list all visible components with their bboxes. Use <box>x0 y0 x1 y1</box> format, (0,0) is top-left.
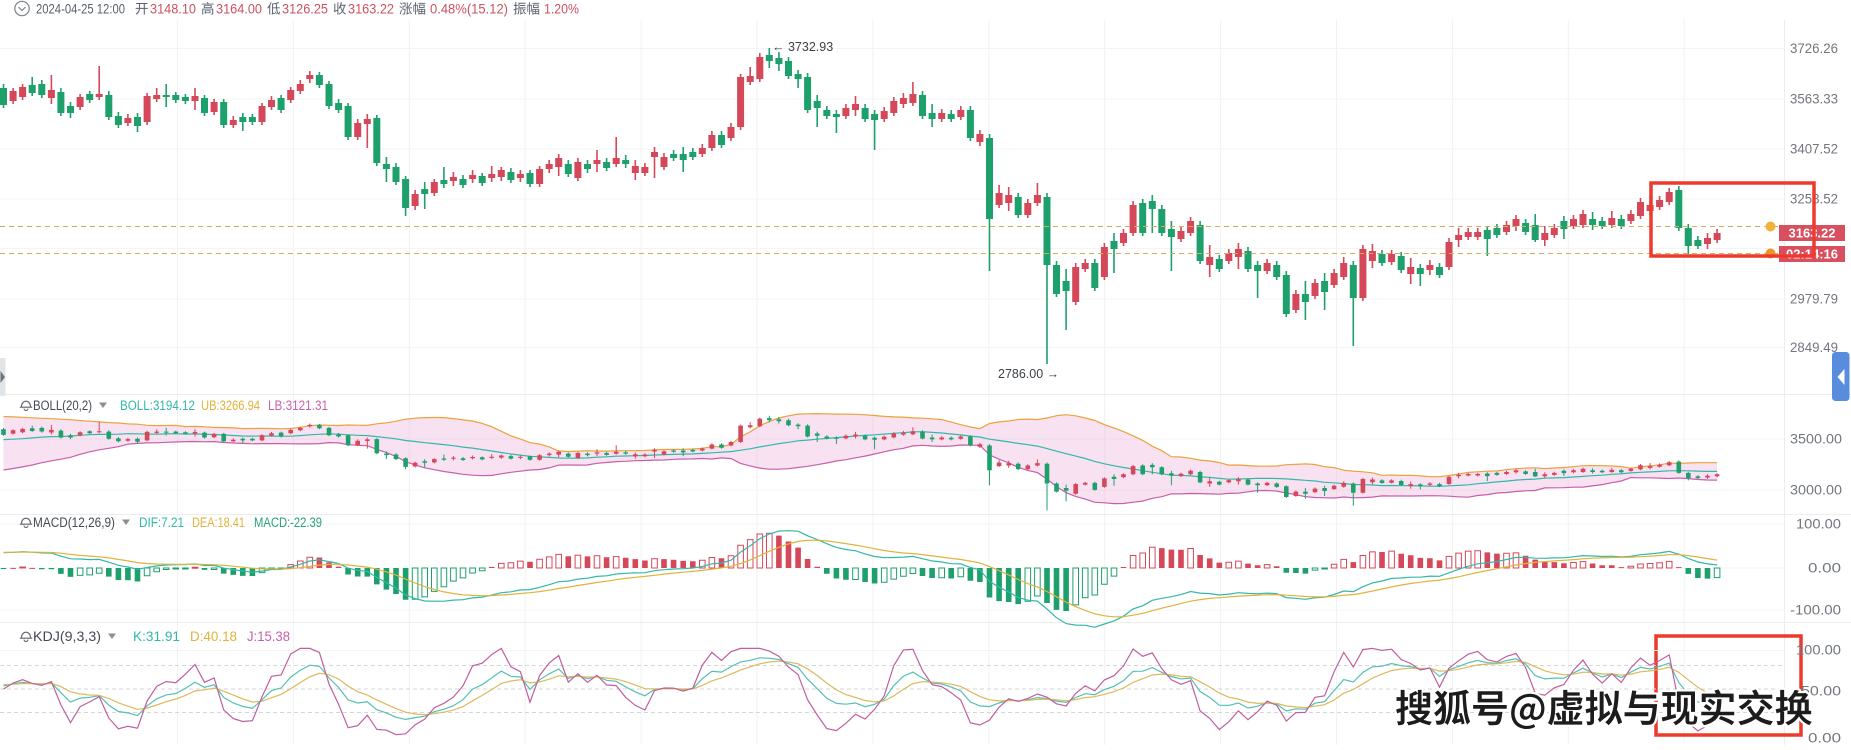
svg-text:BOLL(20,2): BOLL(20,2) <box>33 398 92 413</box>
svg-text:LB:3121.31: LB:3121.31 <box>268 398 328 413</box>
svg-text:UB:3266.94: UB:3266.94 <box>201 398 260 413</box>
svg-text:02:14:16: 02:14:16 <box>1786 247 1838 262</box>
svg-text:MACD:-22.39: MACD:-22.39 <box>254 515 322 530</box>
svg-text:0.48%(15.12): 0.48%(15.12) <box>430 2 508 17</box>
svg-text:3126.25: 3126.25 <box>282 2 328 17</box>
svg-text:DIF:7.21: DIF:7.21 <box>139 515 184 530</box>
svg-text:J:15.38: J:15.38 <box>247 629 290 644</box>
svg-text:KDJ(9,3,3): KDJ(9,3,3) <box>33 629 101 644</box>
svg-text:← 3732.93: ← 3732.93 <box>772 40 833 54</box>
svg-text:3000.00: 3000.00 <box>1790 483 1842 498</box>
svg-text:3726.26: 3726.26 <box>1790 41 1838 56</box>
svg-text:2024-04-25 12:00: 2024-04-25 12:00 <box>36 2 125 17</box>
svg-text:3500.00: 3500.00 <box>1790 432 1842 447</box>
svg-text:3563.33: 3563.33 <box>1790 92 1838 107</box>
svg-text:K:31.91: K:31.91 <box>133 629 180 644</box>
svg-text:3163.22: 3163.22 <box>348 2 394 17</box>
svg-text:2786.00 →: 2786.00 → <box>998 367 1059 381</box>
svg-text:0.00: 0.00 <box>1808 561 1841 576</box>
svg-text:DEA:18.41: DEA:18.41 <box>192 515 245 530</box>
svg-text:-100.00: -100.00 <box>1790 603 1841 618</box>
svg-text:MACD(12,26,9): MACD(12,26,9) <box>33 515 115 530</box>
svg-text:0.00: 0.00 <box>1808 731 1841 746</box>
svg-text:3163.22: 3163.22 <box>1789 226 1836 241</box>
svg-text:2849.49: 2849.49 <box>1790 340 1838 355</box>
svg-text:1.20%: 1.20% <box>544 2 579 17</box>
svg-text:3148.10: 3148.10 <box>150 2 196 17</box>
svg-text:BOLL:3194.12: BOLL:3194.12 <box>120 398 195 413</box>
svg-text:100.00: 100.00 <box>1796 517 1841 532</box>
svg-text:D:40.18: D:40.18 <box>190 629 237 644</box>
svg-text:100.00: 100.00 <box>1796 643 1841 658</box>
svg-text:2979.79: 2979.79 <box>1790 292 1838 307</box>
svg-text:3407.52: 3407.52 <box>1790 142 1838 157</box>
svg-text:3164.00: 3164.00 <box>216 2 262 17</box>
svg-text:50.00: 50.00 <box>1801 684 1841 699</box>
